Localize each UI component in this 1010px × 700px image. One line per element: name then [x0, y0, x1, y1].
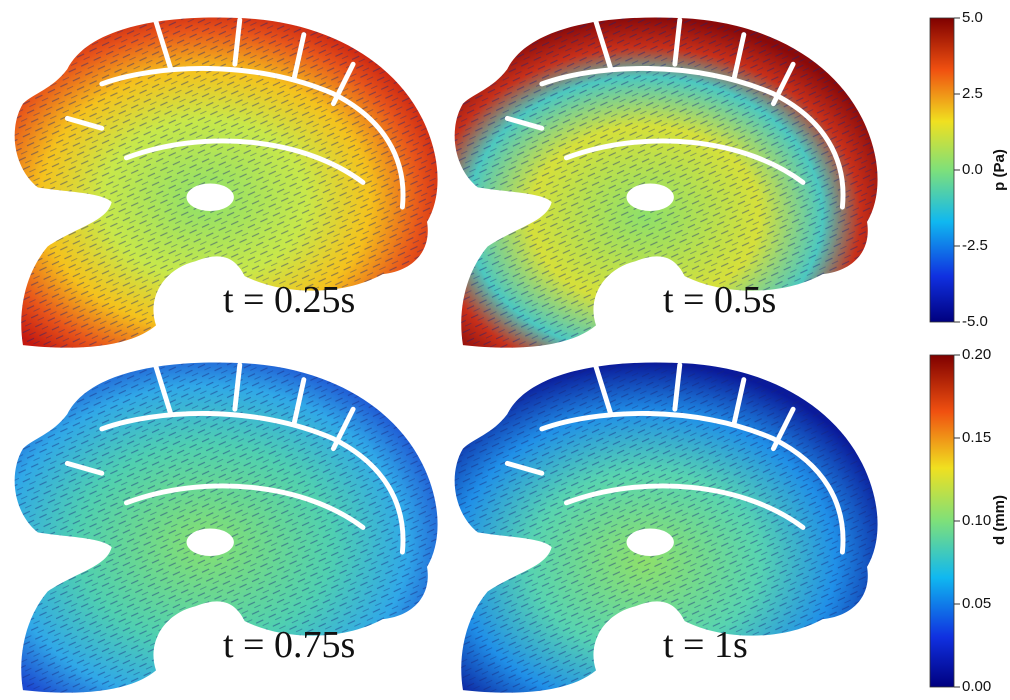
figure: t = 0.25s t = 0.5s t = 0.75s t = 1s 5.0 2.5 0.… — [0, 0, 1010, 700]
colorbar-label: d (mm) — [991, 495, 1008, 545]
time-label: t = 1s — [663, 624, 748, 666]
time-label: t = 0.5s — [663, 279, 776, 321]
colorbar-tick-label: 0.20 — [962, 346, 991, 363]
time-label: t = 0.25s — [223, 279, 355, 321]
colorbar-tick-label: 2.5 — [962, 85, 983, 102]
time-label: t = 0.75s — [223, 624, 355, 666]
colorbar-label: p (Pa) — [991, 149, 1008, 191]
colorbar — [930, 355, 954, 687]
colorbar-tick-label: -5.0 — [962, 313, 988, 330]
colorbar-tick-label: 0.15 — [962, 429, 991, 446]
panel: t = 0.5s — [455, 18, 878, 348]
colorbar-tick-label: 5.0 — [962, 9, 983, 26]
panel: t = 0.75s — [15, 363, 438, 693]
panel: t = 1s — [455, 363, 878, 693]
colorbar-tick-label: -2.5 — [962, 237, 988, 254]
colorbar — [930, 18, 954, 322]
colorbar-tick-label: 0.00 — [962, 678, 991, 695]
colorbar-tick-label: 0.0 — [962, 161, 983, 178]
panel: t = 0.25s — [15, 18, 438, 348]
colorbar-tick-label: 0.10 — [962, 512, 991, 529]
colorbar-tick-label: 0.05 — [962, 595, 991, 612]
